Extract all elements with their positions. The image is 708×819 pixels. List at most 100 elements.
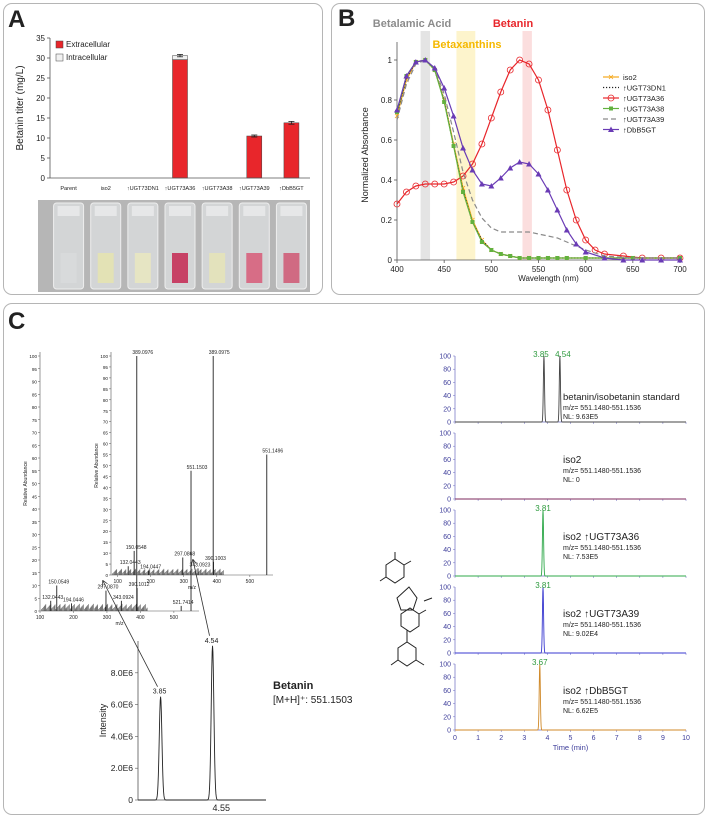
chrom-y-tick-label: 4.0E6 bbox=[111, 731, 133, 741]
chrom-y-axis-label: Intensity bbox=[98, 703, 108, 737]
chrom-y-tick-label: 6.0E6 bbox=[111, 700, 133, 710]
ms-y-tick-label: 55 bbox=[103, 453, 109, 458]
ms-y-tick-label: 10 bbox=[32, 584, 38, 589]
eic-x-tick-label: 1 bbox=[476, 735, 480, 742]
chrom-peak-label: 4.54 bbox=[205, 638, 219, 645]
b-y-tick-label: 1 bbox=[388, 56, 393, 65]
a-tube-cap bbox=[206, 206, 229, 216]
chrom-peak-label: 3.85 bbox=[153, 689, 167, 696]
b-marker-circle bbox=[607, 94, 615, 102]
a-x-tick-label: ↑UGT73A39 bbox=[239, 186, 270, 192]
panel-b bbox=[331, 3, 705, 295]
arrow-to-ms1 bbox=[103, 581, 158, 687]
b-legend-label: iso2 bbox=[623, 73, 637, 82]
b-marker-square bbox=[489, 248, 494, 252]
panel-b-label: B bbox=[338, 5, 356, 32]
a-tube-liquid bbox=[60, 253, 77, 283]
eic-peak-label: 3.81 bbox=[535, 504, 551, 513]
eic-y-tick-label: 0 bbox=[447, 728, 451, 735]
eic-trace-mz: m/z= 551.1480-551.1536 bbox=[563, 622, 641, 629]
ms-y-tick-label: 90 bbox=[103, 376, 109, 381]
eic-y-tick-label: 60 bbox=[443, 534, 451, 541]
a-tube-liquid bbox=[246, 253, 263, 283]
ms-peak-label: 551.1496 bbox=[262, 449, 283, 455]
eic-x-tick-label: 5 bbox=[569, 735, 573, 742]
eic-y-tick-label: 100 bbox=[439, 354, 451, 361]
a-bar-extracellular bbox=[172, 59, 188, 179]
a-tube-cap bbox=[169, 206, 191, 216]
b-marker-circle bbox=[544, 106, 552, 114]
a-tube-liquid bbox=[134, 253, 151, 283]
a-x-tick-label: ↑UGT73A36 bbox=[165, 186, 196, 192]
ms-x-tick-label: 200 bbox=[147, 579, 156, 585]
b-marker-circle bbox=[421, 180, 429, 188]
ms-peak-label: 551.1503 bbox=[187, 465, 208, 471]
ms-peak-label: 521.7414 bbox=[173, 600, 194, 606]
b-series-4 bbox=[396, 59, 680, 259]
ms-y-tick-label: 45 bbox=[32, 494, 38, 499]
a-legend-label: Extracellular bbox=[66, 40, 110, 49]
eic-y-tick-label: 0 bbox=[447, 651, 451, 658]
ms-x-axis-label: m/z bbox=[115, 621, 124, 627]
b-x-tick-label: 500 bbox=[485, 265, 499, 274]
ms-y-tick-label: 85 bbox=[103, 387, 109, 392]
b-marker-x bbox=[394, 113, 400, 119]
b-y-axis-label: Normalized Absorbance bbox=[360, 107, 370, 203]
b-marker-circle bbox=[572, 216, 580, 224]
ms-y-tick-label: 20 bbox=[32, 558, 38, 563]
ms-x-tick-label: 500 bbox=[246, 579, 255, 585]
eic-y-tick-label: 60 bbox=[443, 380, 451, 387]
eic-y-tick-label: 80 bbox=[443, 367, 451, 374]
ms-y-tick-label: 35 bbox=[103, 496, 109, 501]
b-marker-triangle bbox=[544, 187, 551, 193]
b-marker-square bbox=[564, 256, 569, 260]
eic-y-tick-label: 80 bbox=[443, 521, 451, 528]
ms-peak-label: 132.0443 bbox=[42, 595, 63, 601]
chrom-y-tick-label: 2.0E6 bbox=[111, 763, 133, 773]
b-marker-circle bbox=[478, 140, 486, 148]
a-x-tick-label: ↑UGT73DN1 bbox=[127, 186, 159, 192]
ms-y-tick-label: 70 bbox=[103, 420, 109, 425]
ms-y-tick-label: 20 bbox=[103, 529, 109, 534]
a-legend-swatch bbox=[55, 40, 64, 49]
a-tube-cap bbox=[57, 206, 80, 216]
b-marker-square bbox=[517, 256, 522, 260]
b-y-tick-label: 0.4 bbox=[381, 176, 393, 185]
ms-y-tick-label: 50 bbox=[103, 464, 109, 469]
eic-y-tick-label: 40 bbox=[443, 701, 451, 708]
eic-y-tick-label: 0 bbox=[447, 574, 451, 581]
ms-peak-label: 297.0870 bbox=[98, 585, 119, 591]
ms-y-tick-label: 40 bbox=[103, 485, 109, 490]
ms-y-tick-label: 15 bbox=[32, 571, 38, 576]
ms-y-axis-label: Relative Abundance bbox=[23, 461, 29, 506]
b-band-label: Betanin bbox=[493, 18, 534, 30]
b-marker-triangle bbox=[478, 181, 485, 187]
ms-y-tick-label: 100 bbox=[29, 354, 37, 359]
b-marker-triangle bbox=[639, 257, 646, 263]
eic-x-tick-label: 8 bbox=[638, 735, 642, 742]
b-x-tick-label: 450 bbox=[437, 265, 451, 274]
b-marker-circle bbox=[535, 76, 542, 84]
a-legend-swatch bbox=[55, 53, 64, 62]
a-bar-extracellular bbox=[246, 135, 263, 179]
b-band-label: Betalamic Acid bbox=[373, 18, 451, 30]
ms-y-tick-label: 10 bbox=[103, 551, 109, 556]
b-marker-circle bbox=[440, 180, 448, 188]
b-marker-triangle bbox=[526, 161, 533, 167]
a-x-tick-label: iso2 bbox=[101, 186, 111, 192]
b-band-region bbox=[522, 31, 532, 260]
b-marker-triangle bbox=[394, 107, 400, 113]
eic-peak-label: 3.81 bbox=[535, 581, 551, 590]
panel-c-label: C bbox=[8, 308, 26, 335]
ms-y-tick-label: 75 bbox=[32, 418, 38, 423]
eic-y-tick-label: 40 bbox=[443, 547, 451, 554]
ms-y-tick-label: 0 bbox=[105, 573, 108, 578]
ms-y-tick-label: 5 bbox=[105, 562, 108, 567]
eic-x-axis-label: Time (min) bbox=[553, 743, 589, 752]
a-tube-liquid bbox=[283, 253, 300, 283]
b-marker-square bbox=[527, 256, 532, 260]
eic-y-tick-label: 40 bbox=[443, 624, 451, 631]
chrom-compound-ion: [M+H]⁺: 551.1503 bbox=[273, 695, 353, 706]
eic-x-tick-label: 9 bbox=[661, 735, 665, 742]
eic-trace-nl: NL: 7.53E5 bbox=[563, 554, 598, 561]
